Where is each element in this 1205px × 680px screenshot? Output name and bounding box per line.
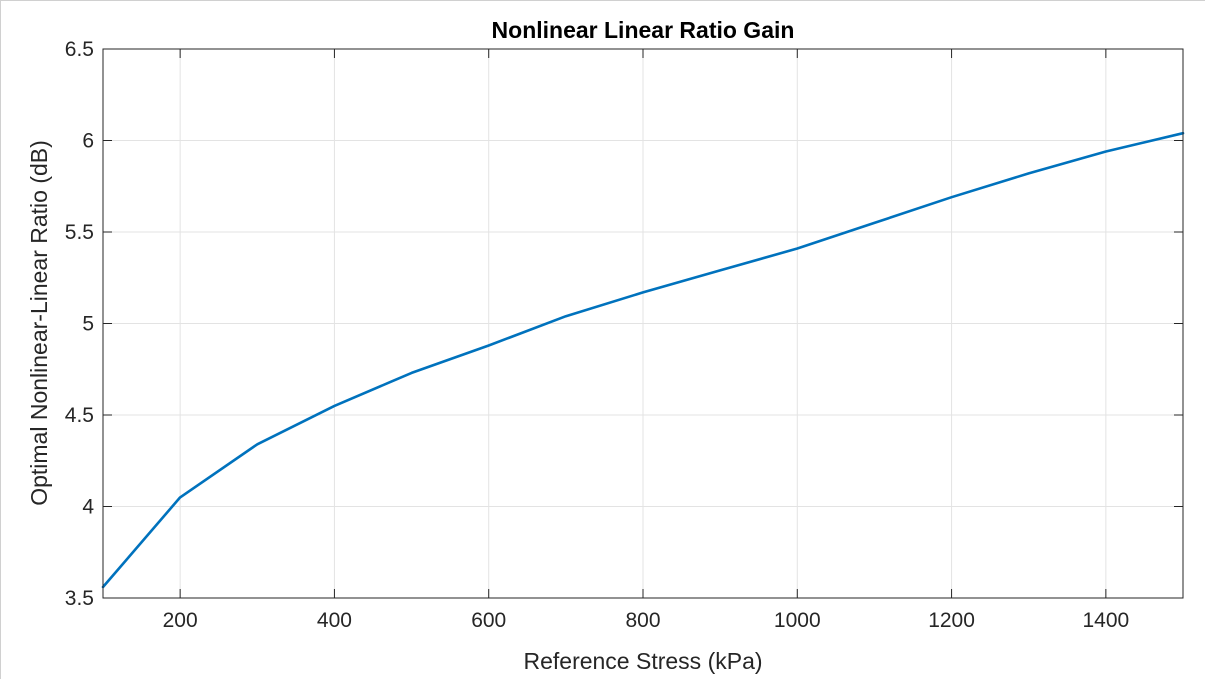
y-tick-label: 4.5 [65, 404, 94, 427]
x-tick-label: 800 [625, 609, 660, 632]
y-tick-label: 5.5 [65, 221, 94, 244]
y-tick-label: 6.5 [65, 38, 94, 61]
chart-title: Nonlinear Linear Ratio Gain [492, 17, 795, 43]
y-tick-label: 3.5 [65, 587, 94, 610]
x-tick-label: 1400 [1082, 609, 1129, 632]
y-tick-label: 6 [82, 130, 94, 153]
x-tick-label: 400 [317, 609, 352, 632]
x-tick-label: 600 [471, 609, 506, 632]
x-tick-label: 200 [163, 609, 198, 632]
x-axis-label: Reference Stress (kPa) [523, 648, 762, 674]
y-tick-label: 4 [82, 496, 94, 519]
x-tick-label: 1000 [774, 609, 821, 632]
x-tick-label: 1200 [928, 609, 975, 632]
y-axis-label: Optimal Nonlinear-Linear Ratio (dB) [26, 140, 52, 506]
y-tick-label: 5 [82, 313, 94, 336]
